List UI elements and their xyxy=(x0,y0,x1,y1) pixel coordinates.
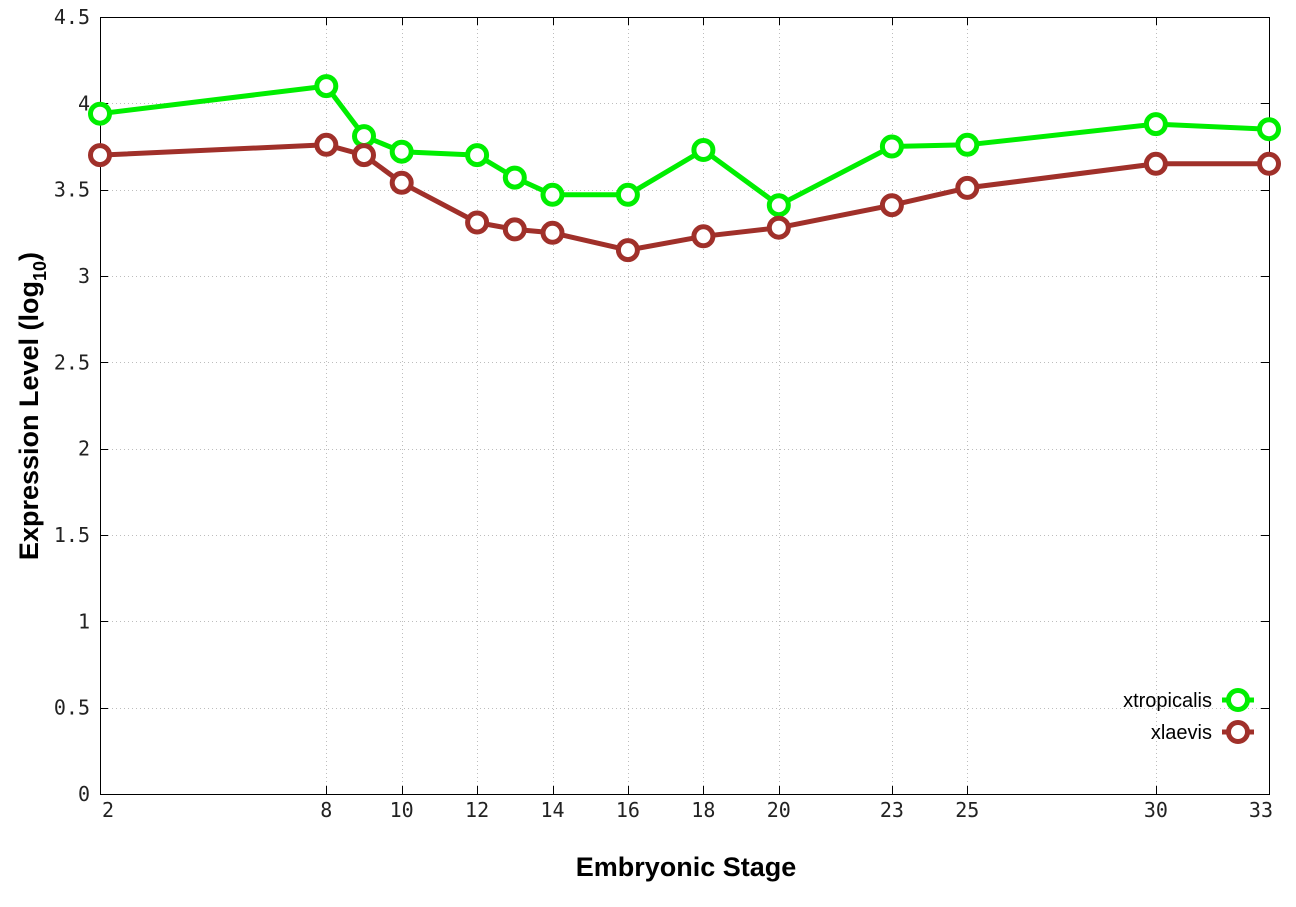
y-axis-title-main: Expression Level (log xyxy=(14,281,44,560)
x-tick-label: 2 xyxy=(102,798,114,822)
data-point-xlaevis xyxy=(389,170,414,195)
x-tick-label: 16 xyxy=(616,798,640,822)
data-point-xlaevis xyxy=(352,143,376,168)
y-tick-label: 2.5 xyxy=(54,350,90,374)
legend: xtropicalis xlaevis xyxy=(1123,688,1254,744)
data-point-xlaevis xyxy=(465,210,490,235)
data-point-xtropicalis xyxy=(955,132,980,157)
x-tick-label: 33 xyxy=(1249,798,1273,822)
x-tick-label: 10 xyxy=(390,798,414,822)
legend-label-xlaevis: xlaevis xyxy=(1151,722,1212,744)
legend-label-xtropicalis: xtropicalis xyxy=(1123,690,1212,712)
data-point-xtropicalis xyxy=(879,134,904,159)
data-point-xlaevis xyxy=(691,224,716,249)
y-tick-label: 3 xyxy=(78,264,90,288)
data-point-xlaevis xyxy=(955,175,980,200)
legend-marker-xtropicalis xyxy=(1226,688,1250,712)
data-point-xtropicalis xyxy=(540,182,565,207)
data-point-xtropicalis xyxy=(766,193,791,218)
data-point-xtropicalis xyxy=(352,124,376,149)
ticks: 0 0.5 1 1.5 2 2.5 3 3.5 4 4.5 2 8 10 12 14 16 18 20 23 25 30… xyxy=(54,5,1273,822)
x-tick-label: 25 xyxy=(955,798,979,822)
y-tick-label: 3.5 xyxy=(54,178,90,202)
x-tick-label: 18 xyxy=(691,798,715,822)
series xyxy=(88,74,1281,263)
data-point-xlaevis xyxy=(766,215,791,240)
data-point-xtropicalis xyxy=(389,139,414,164)
x-axis-title: Embryonic Stage xyxy=(576,852,797,882)
x-tick-label: 12 xyxy=(465,798,489,822)
y-tick-label: 2 xyxy=(78,437,90,461)
data-point-xlaevis xyxy=(540,220,565,245)
plot-border xyxy=(100,17,1270,795)
data-point-xlaevis xyxy=(879,193,904,218)
data-point-xtropicalis xyxy=(691,138,716,162)
y-tick-label: 4.5 xyxy=(54,5,90,29)
x-tick-label: 20 xyxy=(767,798,791,822)
legend-marker-xlaevis xyxy=(1226,720,1250,744)
data-point-xlaevis xyxy=(502,217,527,242)
data-point-xlaevis xyxy=(1257,151,1281,176)
x-tick-label: 14 xyxy=(540,798,564,822)
data-point-xlaevis xyxy=(314,132,339,157)
data-point-xtropicalis xyxy=(1257,117,1281,142)
data-point-xtropicalis xyxy=(465,143,490,168)
data-point-xtropicalis xyxy=(1143,112,1168,137)
y-tick-label: 1.5 xyxy=(54,523,90,547)
y-axis-title-subscript: 10 xyxy=(30,261,50,281)
data-point-xlaevis xyxy=(615,238,640,263)
data-point-xtropicalis xyxy=(88,101,112,126)
x-tick-label: 30 xyxy=(1144,798,1168,822)
x-tick-label: 23 xyxy=(880,798,904,822)
data-point-xtropicalis xyxy=(615,182,640,207)
grid xyxy=(100,17,1269,794)
y-axis-title: Expression Level (log10) xyxy=(14,252,50,560)
x-tick-label: 8 xyxy=(320,798,332,822)
y-tick-label: 0 xyxy=(78,782,90,806)
y-tick-label: 1 xyxy=(78,609,90,633)
data-point-xlaevis xyxy=(88,143,112,168)
y-tick-label: 4 xyxy=(78,91,90,115)
data-point-xtropicalis xyxy=(314,74,339,99)
y-axis-title-close: ) xyxy=(14,252,44,261)
data-point-xtropicalis xyxy=(502,165,527,190)
data-point-xlaevis xyxy=(1143,151,1168,176)
y-tick-label: 0.5 xyxy=(54,696,90,720)
